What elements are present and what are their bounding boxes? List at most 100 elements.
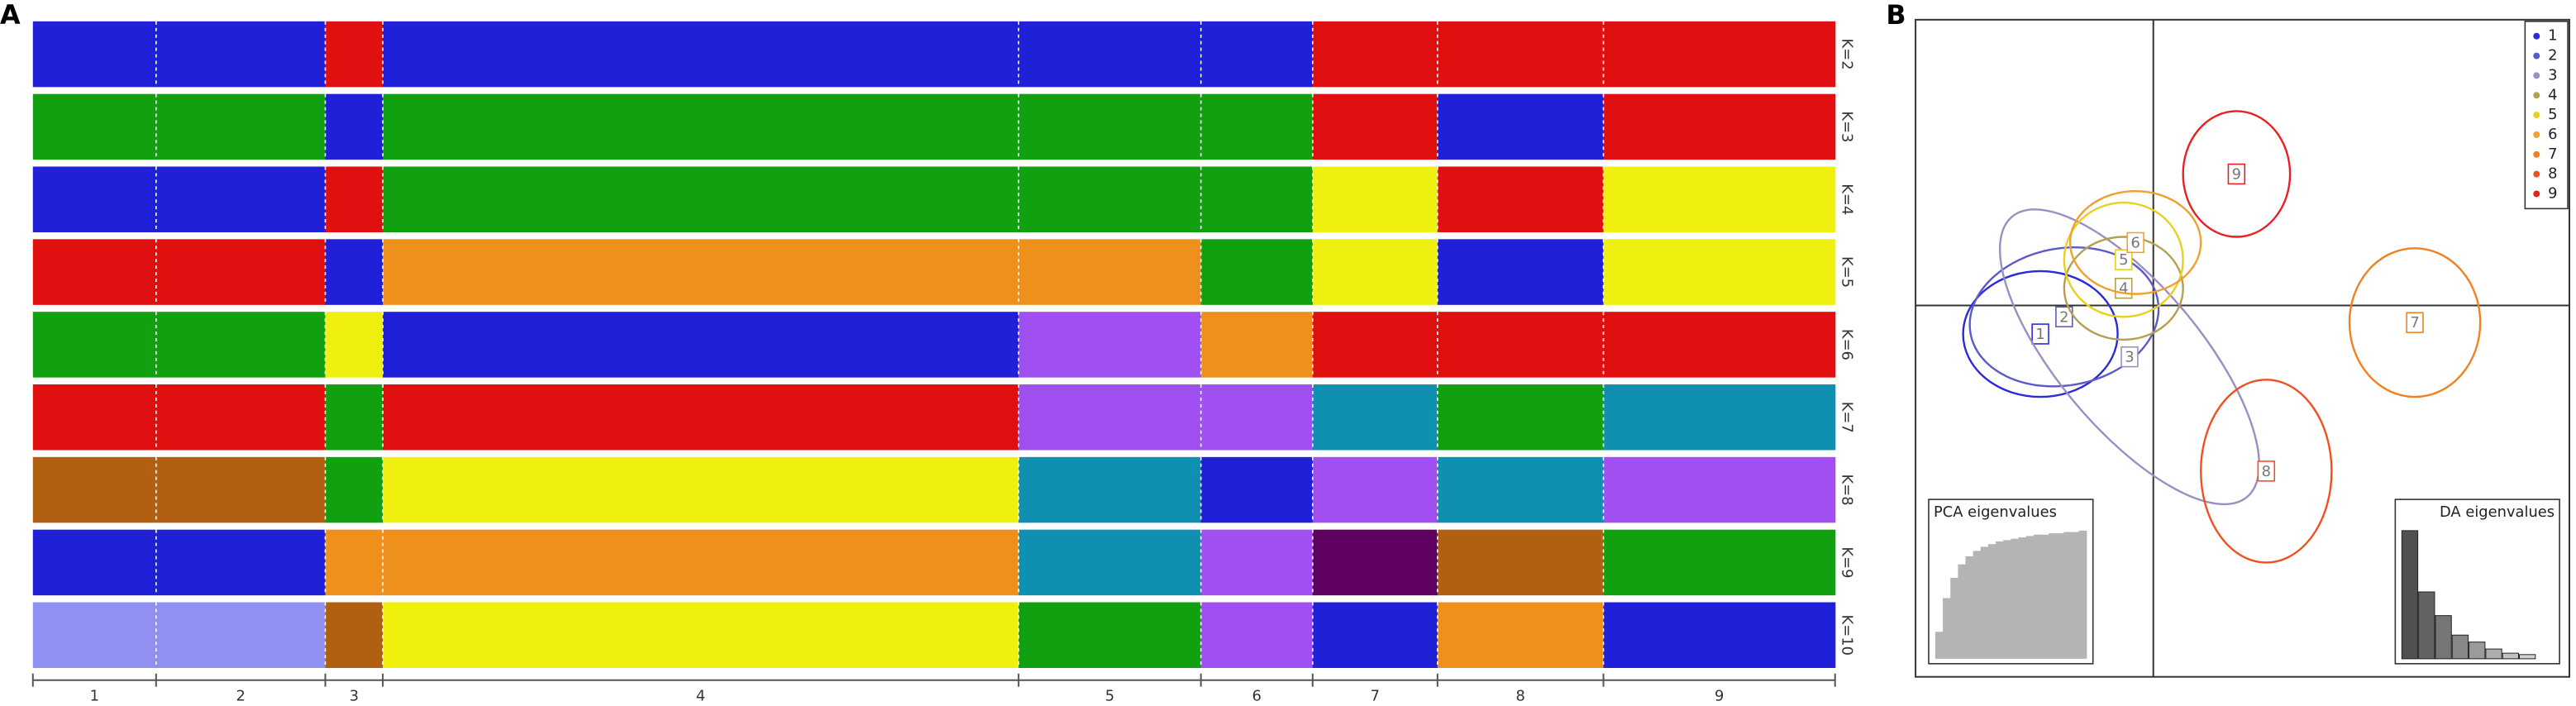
cluster-label-box bbox=[2257, 460, 2276, 482]
ancestry-block bbox=[1437, 166, 1605, 232]
ancestry-block bbox=[1200, 166, 1314, 232]
eigenvalue-bar bbox=[2078, 530, 2087, 659]
ancestry-block bbox=[32, 529, 157, 596]
ancestry-block bbox=[1603, 93, 1836, 160]
panel-label: A bbox=[0, 0, 21, 31]
ancestry-block bbox=[1437, 239, 1605, 305]
eigenvalue-bar bbox=[1943, 598, 1951, 659]
k-label: K=6 bbox=[1839, 329, 1856, 360]
ancestry-block bbox=[1312, 21, 1438, 88]
ancestry-block bbox=[383, 239, 1019, 305]
eigenvalue-bar bbox=[2071, 532, 2080, 659]
eigenvalue-bar bbox=[2056, 533, 2064, 659]
eigenvalue-bar bbox=[1934, 632, 1944, 659]
eigenvalue-bar bbox=[2011, 538, 2020, 659]
cluster-ellipse bbox=[2063, 201, 2184, 318]
eigenvalue-bar bbox=[2418, 591, 2435, 660]
ancestry-block bbox=[155, 602, 327, 668]
cluster-label-box bbox=[2227, 163, 2246, 185]
cluster-label: 6 bbox=[2130, 234, 2140, 251]
eigenvalue-bar bbox=[2451, 634, 2469, 660]
legend-marker bbox=[2533, 190, 2540, 198]
inset-title: DA eigenvalues bbox=[2440, 503, 2555, 521]
ancestry-block bbox=[1603, 529, 1836, 596]
legend-marker bbox=[2533, 131, 2540, 138]
group-label: 1 bbox=[90, 688, 99, 705]
eigenvalue-bar bbox=[2025, 536, 2035, 659]
cluster-label: 2 bbox=[2059, 308, 2068, 326]
cluster-label-box bbox=[2406, 312, 2424, 333]
ancestry-block bbox=[1437, 456, 1605, 523]
ancestry-block bbox=[1200, 602, 1314, 668]
ancestry-block bbox=[1018, 384, 1202, 451]
ancestry-block bbox=[155, 93, 327, 160]
ancestry-block bbox=[1312, 239, 1438, 305]
eigenvalue-bar bbox=[1973, 551, 1982, 659]
legend-label: 4 bbox=[2548, 86, 2557, 103]
legend-label: 6 bbox=[2548, 126, 2557, 143]
ancestry-block bbox=[32, 312, 157, 378]
ancestry-block bbox=[155, 384, 327, 451]
ancestry-block bbox=[383, 312, 1019, 378]
ancestry-block bbox=[1312, 93, 1438, 160]
cluster-label: 3 bbox=[2125, 349, 2134, 366]
group-label: 7 bbox=[1371, 688, 1380, 705]
ancestry-block bbox=[325, 239, 384, 305]
eigenvalue-bar bbox=[1950, 577, 1958, 659]
eigenvalue-bar bbox=[2049, 533, 2057, 659]
ancestry-block bbox=[1312, 166, 1438, 232]
ancestry-block bbox=[325, 456, 384, 523]
cluster-label: 5 bbox=[2119, 251, 2128, 269]
ancestry-block bbox=[1312, 602, 1438, 668]
ancestry-block bbox=[325, 312, 384, 378]
ancestry-block bbox=[155, 166, 327, 232]
ancestry-block bbox=[1018, 239, 1202, 305]
k-label: K=8 bbox=[1839, 475, 1856, 506]
legend-box bbox=[2524, 21, 2569, 210]
eigenvalue-bar bbox=[2063, 532, 2073, 659]
legend-marker bbox=[2533, 52, 2540, 60]
ancestry-block bbox=[383, 602, 1019, 668]
cluster-ellipse bbox=[2068, 190, 2202, 295]
ancestry-block bbox=[1312, 384, 1438, 451]
ancestry-block bbox=[1603, 384, 1836, 451]
group-label: 2 bbox=[236, 688, 245, 705]
cluster-label: 4 bbox=[2119, 280, 2128, 298]
legend-label: 3 bbox=[2548, 66, 2557, 83]
cluster-label: 1 bbox=[2035, 326, 2044, 343]
k-label: K=9 bbox=[1839, 546, 1856, 578]
ancestry-block bbox=[1018, 93, 1202, 160]
cluster-label-box bbox=[2126, 231, 2144, 254]
eigenvalue-bar bbox=[2401, 530, 2419, 660]
ancestry-block bbox=[1603, 21, 1836, 88]
legend-marker bbox=[2533, 72, 2540, 79]
panel-label: B bbox=[1886, 0, 1906, 31]
ancestry-block bbox=[1018, 312, 1202, 378]
ancestry-block bbox=[325, 384, 384, 451]
ancestry-block bbox=[1018, 166, 1202, 232]
cluster-ellipse bbox=[2200, 379, 2333, 564]
eigenvalue-bar bbox=[1958, 564, 1967, 659]
ancestry-block bbox=[325, 21, 384, 88]
ancestry-block bbox=[1603, 166, 1836, 232]
k-label: K=5 bbox=[1839, 256, 1856, 288]
eigenvalue-bar bbox=[2519, 654, 2536, 660]
ancestry-block bbox=[1200, 529, 1314, 596]
ancestry-block bbox=[1018, 21, 1202, 88]
ancestry-block bbox=[383, 21, 1019, 88]
ancestry-block bbox=[155, 312, 327, 378]
ancestry-block bbox=[32, 21, 157, 88]
eigenvalue-bar bbox=[2502, 652, 2520, 660]
ancestry-block bbox=[1603, 312, 1836, 378]
ancestry-block bbox=[32, 239, 157, 305]
ancestry-block bbox=[1603, 602, 1836, 668]
ancestry-block bbox=[1200, 239, 1314, 305]
k-label: K=10 bbox=[1839, 615, 1856, 656]
ancestry-block bbox=[155, 456, 327, 523]
cluster-ellipse bbox=[1962, 270, 2119, 398]
ancestry-block bbox=[325, 166, 384, 232]
cluster-ellipse bbox=[1968, 246, 2160, 388]
ancestry-block bbox=[1603, 239, 1836, 305]
